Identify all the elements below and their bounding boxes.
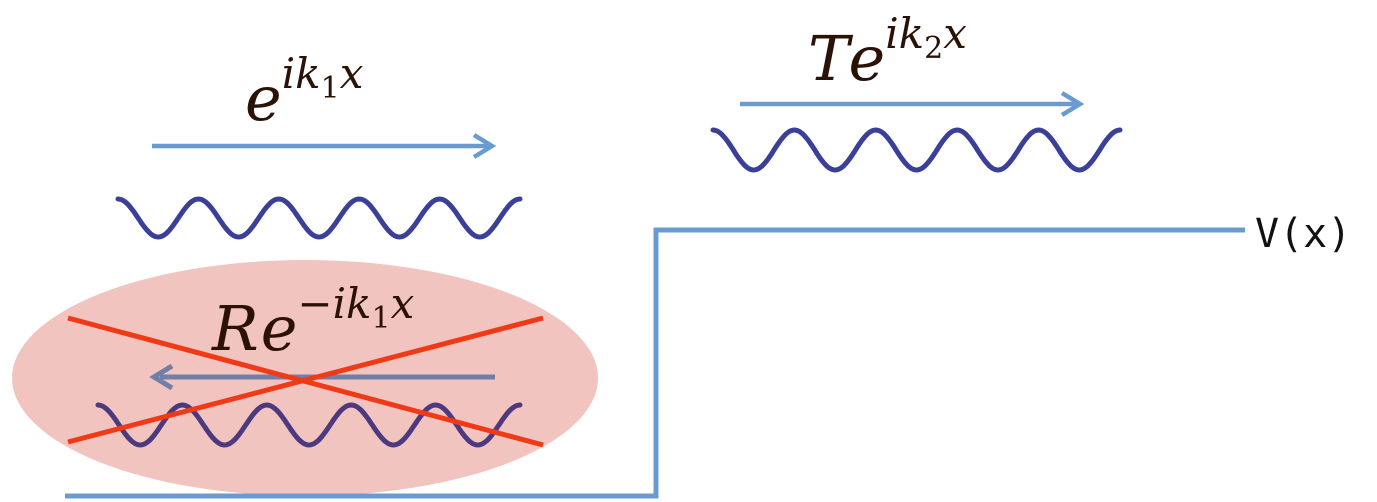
reflected-tail: x bbox=[391, 279, 415, 328]
incident-wave bbox=[115, 196, 523, 240]
potential-label: V(x) bbox=[1255, 211, 1351, 257]
potential-step-line bbox=[65, 227, 1245, 499]
incident-base: e bbox=[245, 62, 282, 135]
reflected-exponent: −ik bbox=[297, 279, 371, 328]
transmitted-wave bbox=[710, 127, 1123, 173]
incident-wave-label: eik1x bbox=[245, 49, 364, 135]
incident-subscript: 1 bbox=[321, 71, 340, 106]
transmitted-exponent: ik bbox=[885, 9, 924, 58]
reflected-arrow bbox=[149, 363, 495, 391]
transmitted-tail: x bbox=[943, 9, 967, 58]
incident-arrow bbox=[152, 133, 497, 159]
reflected-cross-mark bbox=[67, 315, 544, 448]
transmitted-arrow bbox=[740, 91, 1085, 117]
transmitted-base: e bbox=[849, 22, 886, 95]
incident-exponent: ik bbox=[282, 49, 321, 98]
transmitted-wave-label: Teik2x bbox=[808, 9, 967, 95]
transmitted-coefficient: T bbox=[808, 22, 854, 95]
reflected-base: e bbox=[261, 292, 298, 365]
incident-tail: x bbox=[340, 49, 364, 98]
reflected-coefficient: R bbox=[211, 292, 259, 365]
reflected-wave-label: Re−ik1x bbox=[211, 279, 415, 365]
reflected-subscript: 1 bbox=[371, 301, 390, 336]
transmitted-subscript: 2 bbox=[924, 31, 943, 66]
